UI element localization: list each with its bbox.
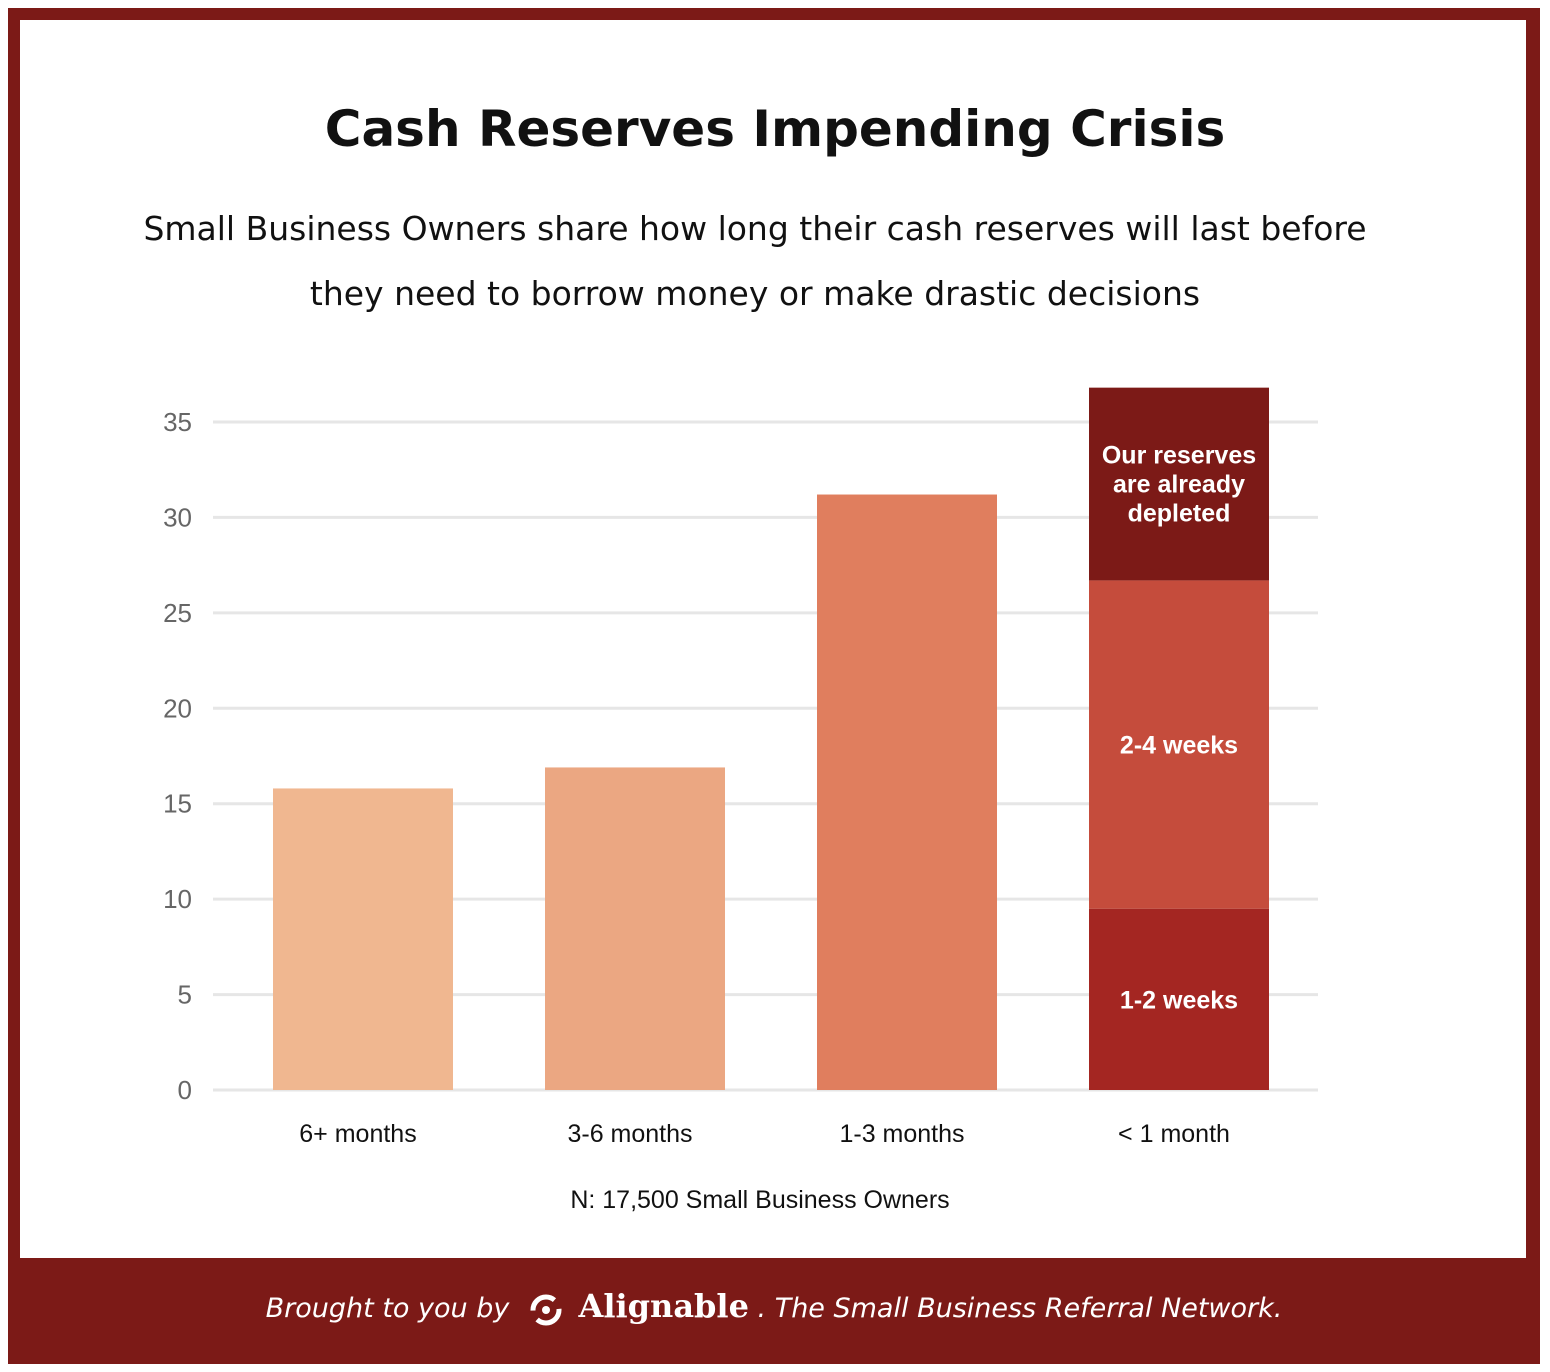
- segment-label: 1-2 weeks: [1120, 986, 1238, 1014]
- sample-note: N: 17,500 Small Business Owners: [570, 1186, 949, 1214]
- bar-3-segment-0: [1089, 908, 1269, 1090]
- x-tick-label: 6+ months: [299, 1120, 416, 1148]
- x-tick-labels: 6+ months 3-6 months 1-3 months < 1 month: [299, 1120, 1230, 1148]
- x-tick-label: < 1 month: [1118, 1120, 1230, 1148]
- chart-title: Cash Reserves Impending Crisis: [324, 100, 1226, 158]
- chart-subtitle: Small Business Owners share how long the…: [143, 209, 1367, 313]
- bar-1-segment-0: [545, 767, 725, 1090]
- bars: [273, 387, 1269, 1090]
- y-tick-label: 35: [163, 407, 192, 437]
- chart-panel: [20, 20, 1526, 1258]
- y-tick-label: 30: [163, 502, 192, 532]
- y-tick-label: 5: [178, 980, 192, 1010]
- x-tick-label: 3-6 months: [567, 1120, 692, 1148]
- y-tick-label: 10: [163, 884, 192, 914]
- segment-labels: 1-2 weeks 2-4 weeks Our reserves are alread…: [1102, 442, 1256, 1015]
- footer-banner: Brought to you by Alignable . The Small …: [8, 1276, 1540, 1336]
- y-tick-label: 15: [163, 789, 192, 819]
- bar-3-segment-2: [1089, 387, 1269, 581]
- bar-2-segment-0: [817, 494, 997, 1090]
- y-tick-labels: 0 5 10 15 20 25 30 35: [163, 407, 192, 1105]
- bar-0-segment-0: [273, 788, 453, 1090]
- segment-label: Our reserves are already depleted: [1102, 442, 1256, 528]
- footer-prefix: Brought to you by: [265, 1293, 510, 1324]
- alignable-logo-icon: [530, 1294, 562, 1325]
- y-tick-label: 0: [178, 1075, 192, 1105]
- x-tick-label: 1-3 months: [839, 1120, 964, 1148]
- footer-suffix: . The Small Business Referral Network.: [757, 1293, 1283, 1324]
- bar-3-segment-1: [1089, 580, 1269, 909]
- y-tick-label: 20: [163, 693, 192, 723]
- y-tick-label: 25: [163, 598, 192, 628]
- outer-frame: Brought to you by Alignable . The Small …: [8, 8, 1540, 1364]
- segment-label: 2-4 weeks: [1120, 732, 1238, 760]
- brand-name: Alignable: [578, 1287, 749, 1325]
